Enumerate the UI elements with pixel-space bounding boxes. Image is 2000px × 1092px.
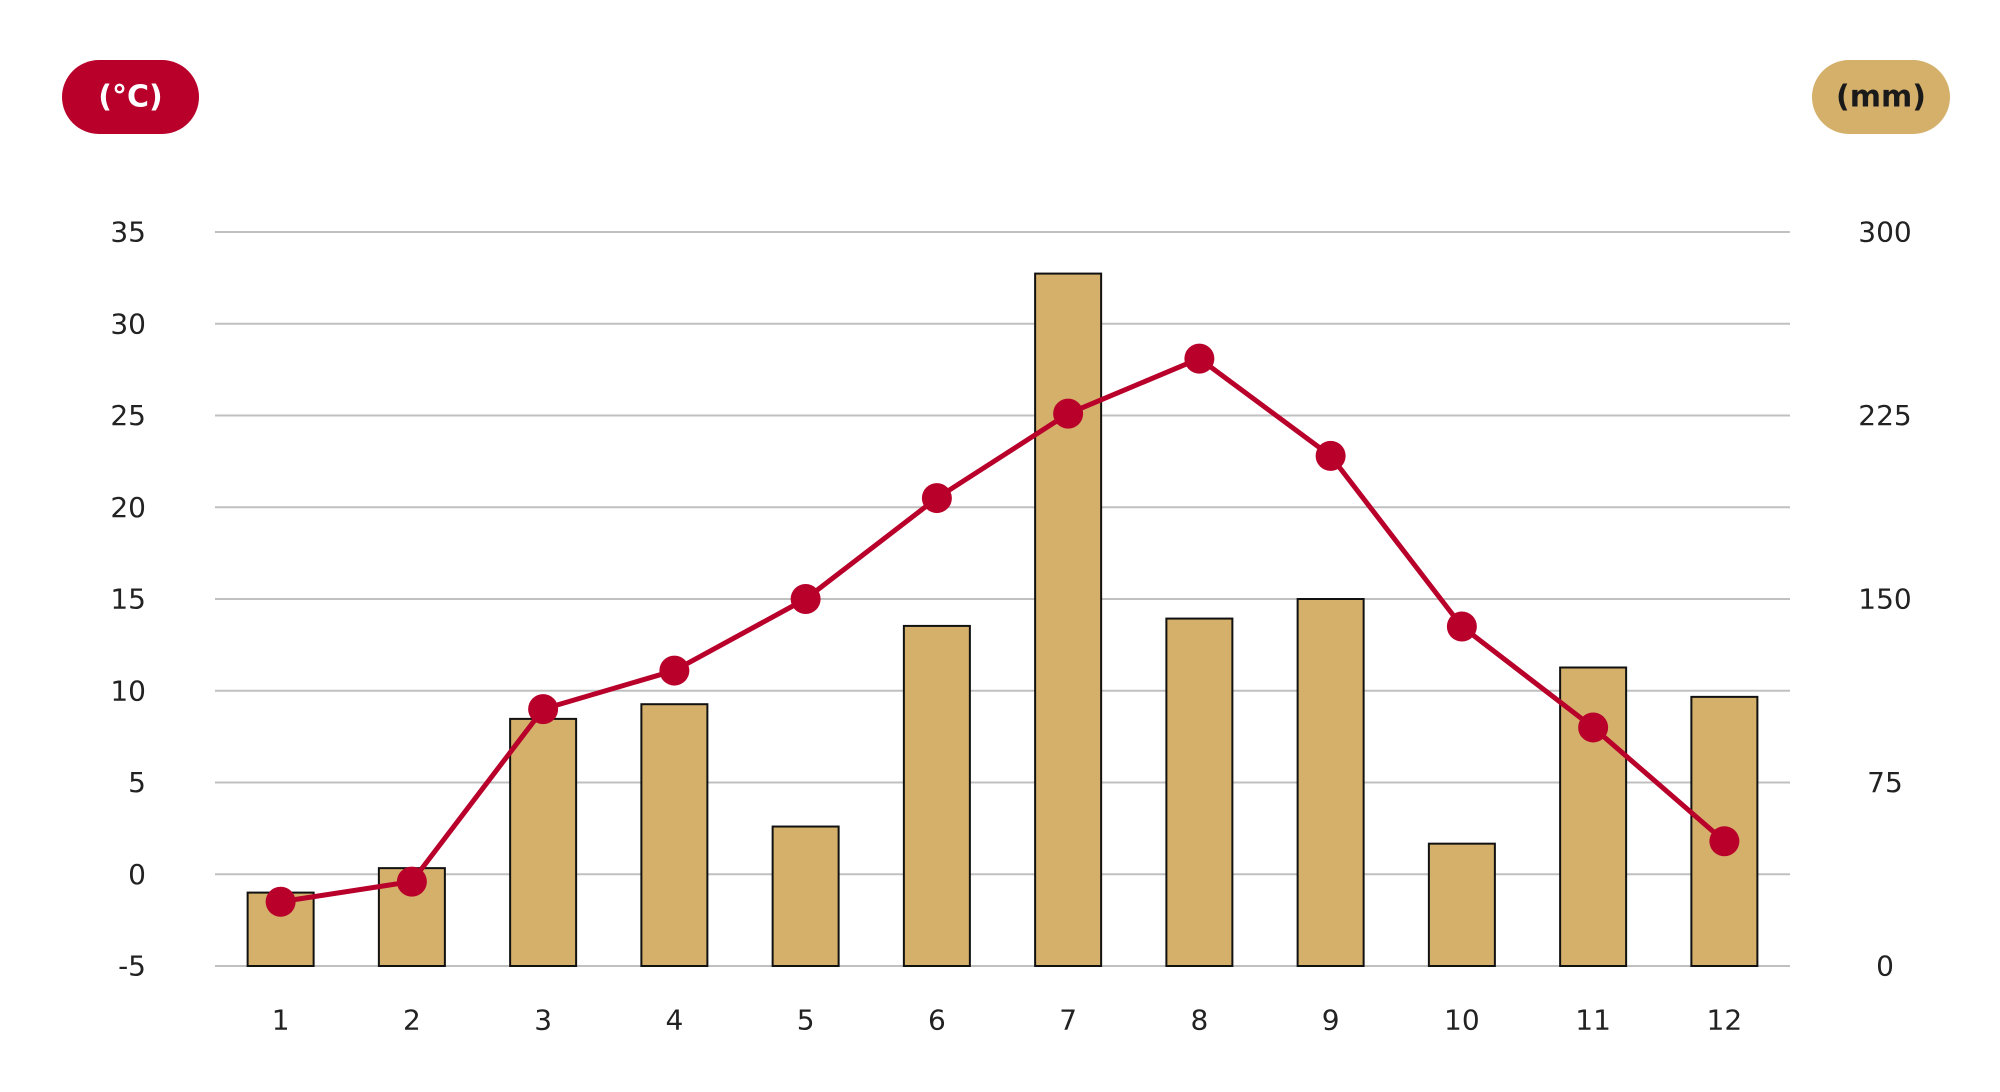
- right-axis-tick-label: 300: [1858, 216, 1911, 249]
- temperature-point: [528, 694, 559, 725]
- left-unit-badge: (°C): [62, 60, 199, 134]
- x-axis-tick-label: 9: [1322, 1004, 1340, 1037]
- right-unit-label: (mm): [1836, 80, 1926, 115]
- left-axis-tick-label: 25: [110, 399, 146, 432]
- temperature-point: [1053, 398, 1084, 429]
- x-axis-ticks: 1 2 3 4 5 6 7 8 9 10 11 12: [272, 1004, 1742, 1037]
- right-axis-tick-label: 150: [1858, 583, 1911, 616]
- temperature-point: [1578, 712, 1609, 743]
- x-axis-tick-label: 2: [403, 1004, 421, 1037]
- temperature-point: [1709, 826, 1740, 857]
- x-axis-tick-label: 12: [1707, 1004, 1743, 1037]
- x-axis-tick-label: 6: [928, 1004, 946, 1037]
- left-axis-tick-label: 30: [110, 307, 146, 340]
- x-axis-tick-label: 8: [1190, 1004, 1208, 1037]
- temperature-point: [921, 483, 952, 514]
- x-axis-tick-label: 7: [1059, 1004, 1077, 1037]
- precipitation-bar: [640, 703, 709, 967]
- precipitation-bar: [1165, 617, 1234, 967]
- left-axis-ticks: -5 0 5 10 15 20 25 30 35: [110, 216, 146, 983]
- gridlines: [215, 231, 1790, 967]
- precipitation-bar: [771, 825, 840, 967]
- temperature-point: [659, 655, 690, 686]
- temperature-point: [790, 584, 821, 614]
- temperature-line-series: [265, 343, 1740, 917]
- left-axis-tick-label: 0: [128, 858, 146, 891]
- left-axis-tick-label: 5: [128, 766, 146, 799]
- x-axis-tick-label: 4: [665, 1004, 683, 1037]
- temperature-point: [265, 886, 296, 917]
- temperature-line: [280, 356, 1727, 905]
- precipitation-bar: [1034, 272, 1103, 967]
- right-axis-tick-label: 225: [1858, 399, 1911, 432]
- x-axis-tick-label: 3: [534, 1004, 552, 1037]
- right-axis-ticks: 0 75 150 225 300: [1858, 216, 1911, 983]
- left-axis-tick-label: 15: [110, 583, 146, 616]
- precipitation-bar: [1427, 842, 1496, 968]
- left-axis-tick-label: 35: [110, 216, 146, 249]
- temperature-point: [1315, 440, 1346, 471]
- precipitation-bar: [902, 624, 971, 967]
- precipitation-bar: [509, 717, 578, 967]
- precipitation-bar: [1559, 666, 1628, 967]
- right-axis-tick-label: 0: [1876, 950, 1894, 983]
- precipitation-bars: [246, 272, 1759, 968]
- temperature-point: [1446, 611, 1477, 642]
- precipitation-bar: [1296, 598, 1365, 967]
- x-axis-tick-label: 11: [1575, 1004, 1611, 1037]
- temperature-point: [396, 866, 427, 897]
- right-unit-badge: (mm): [1812, 60, 1950, 134]
- left-unit-label: (°C): [98, 80, 162, 115]
- left-axis-tick-label: -5: [118, 950, 146, 983]
- x-axis-tick-label: 10: [1444, 1004, 1480, 1037]
- right-axis-tick-label: 75: [1867, 766, 1903, 799]
- left-axis-tick-label: 20: [110, 491, 146, 524]
- x-axis-tick-label: 1: [272, 1004, 290, 1037]
- left-axis-tick-label: 10: [110, 674, 146, 707]
- temperature-point: [1184, 343, 1215, 374]
- x-axis-tick-label: 5: [797, 1004, 815, 1037]
